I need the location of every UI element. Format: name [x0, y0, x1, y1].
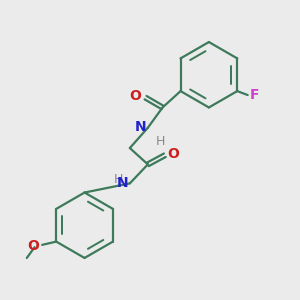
Text: O: O	[167, 147, 179, 161]
Text: H: H	[113, 173, 123, 186]
Text: F: F	[249, 88, 259, 102]
Text: N: N	[135, 120, 146, 134]
Text: O: O	[130, 89, 142, 103]
Text: H: H	[156, 135, 165, 148]
Text: N: N	[117, 176, 128, 190]
Text: O: O	[27, 238, 39, 253]
